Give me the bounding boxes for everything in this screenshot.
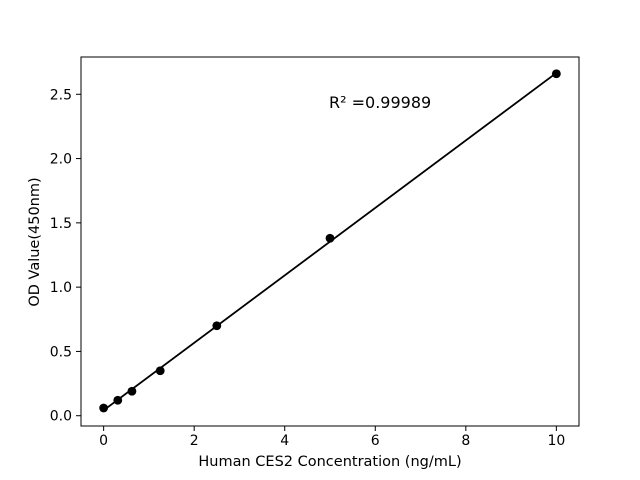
x-tick-label: 6 (371, 433, 380, 449)
data-point (155, 366, 165, 376)
y-axis-label: OD Value(450nm) (27, 177, 43, 306)
y-tick-label: 1.5 (50, 216, 72, 232)
x-tick-label: 8 (461, 433, 470, 449)
x-tick-label: 4 (280, 433, 289, 449)
y-tick-label: 2.5 (50, 87, 72, 103)
data-point (127, 386, 137, 396)
y-tick-label: 0.5 (50, 344, 72, 360)
data-point (551, 69, 561, 79)
x-axis-label: Human CES2 Concentration (ng/mL) (198, 454, 461, 470)
y-axis-ticks: 0.0 0.5 1.0 1.5 2.0 2.5 (50, 87, 81, 425)
data-point (99, 403, 109, 413)
y-tick-label: 2.0 (50, 152, 72, 168)
data-point (212, 321, 222, 331)
plot-area-border (80, 56, 580, 427)
r-squared-annotation: R² =0.99989 (329, 93, 431, 112)
y-tick-label: 1.0 (50, 280, 72, 296)
data-point (325, 233, 335, 243)
x-tick-label: 0 (99, 433, 108, 449)
data-point-layer (99, 69, 561, 413)
y-tick-label: 0.0 (50, 409, 72, 425)
data-point (113, 395, 123, 405)
x-axis-ticks: 0 2 4 6 8 10 (99, 426, 565, 449)
x-tick-label: 10 (547, 433, 565, 449)
x-tick-label: 2 (190, 433, 199, 449)
